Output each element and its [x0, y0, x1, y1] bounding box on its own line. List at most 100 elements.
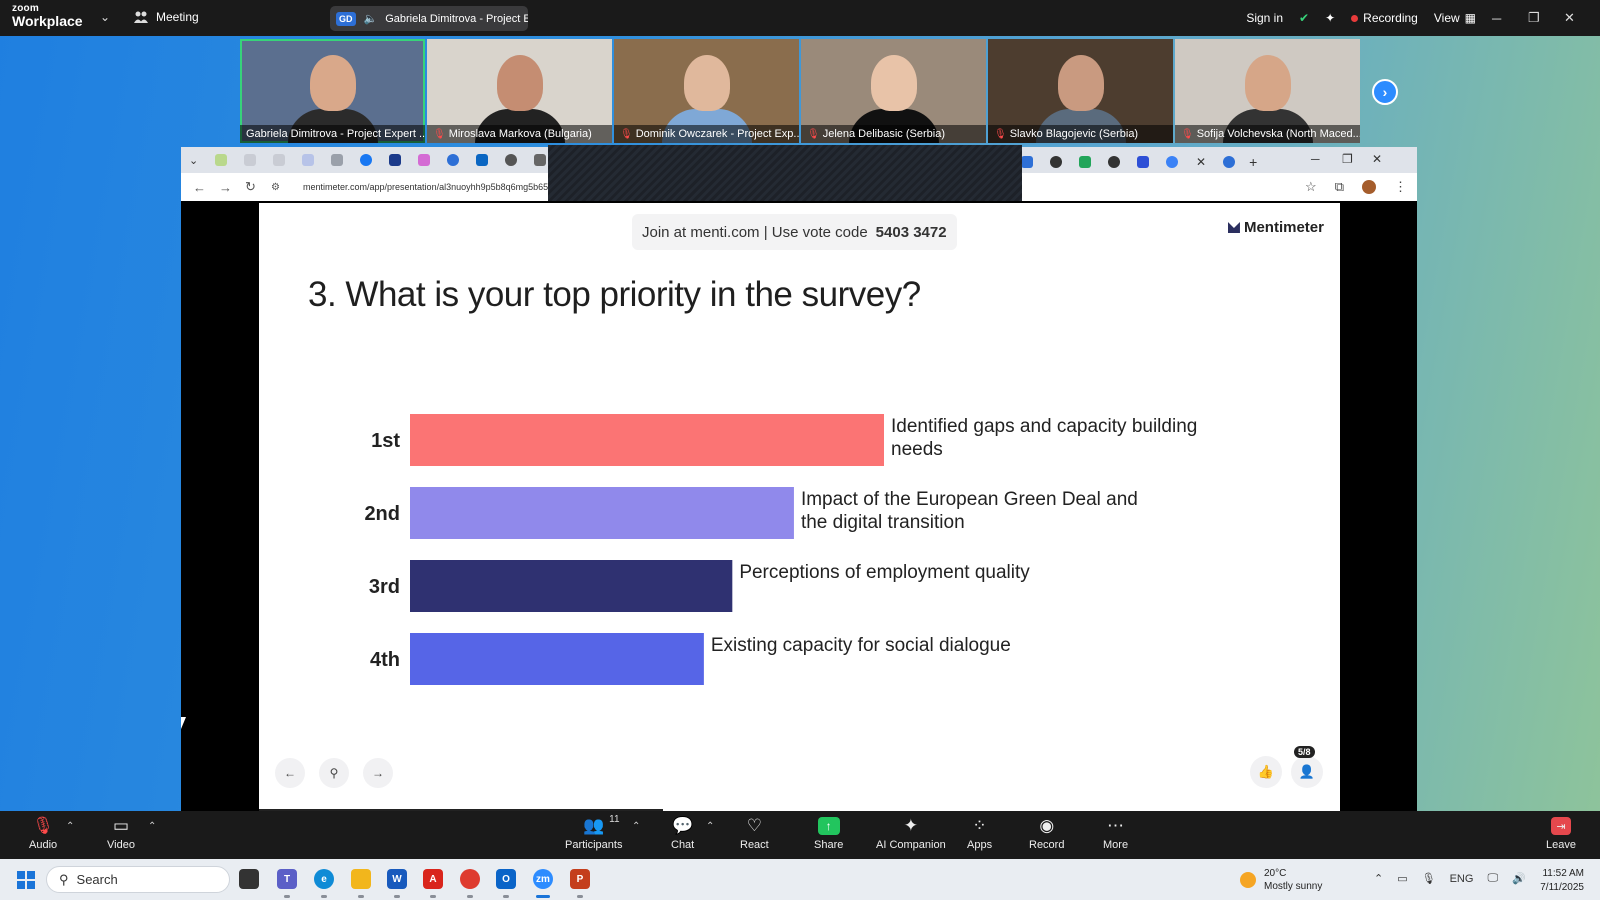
share-button[interactable]: ↑ Share — [814, 816, 843, 851]
meeting-people-icon — [134, 11, 148, 23]
record-button[interactable]: ◉ Record — [1029, 816, 1064, 851]
windows-start-icon[interactable] — [17, 871, 35, 889]
linkedin-icon[interactable] — [476, 154, 489, 166]
browser-restore-icon[interactable]: ❐ — [1342, 152, 1353, 166]
profile-avatar[interactable] — [1362, 180, 1376, 194]
chrome-icon[interactable] — [460, 869, 480, 889]
tab-search-icon[interactable]: ⌄ — [189, 154, 199, 167]
active-speaker-pill[interactable]: GD 🔈 Gabriela Dimitrova - Project E ⋯ — [330, 6, 528, 31]
next-slide-icon[interactable]: → — [363, 758, 393, 788]
apps-button[interactable]: ⁘ Apps — [967, 816, 992, 851]
file-explorer-icon[interactable] — [351, 869, 371, 889]
acrobat-icon[interactable]: A — [423, 869, 443, 889]
video-button[interactable]: ▭ Video — [107, 816, 135, 851]
thumbs-up-icon[interactable]: 👍 — [1250, 756, 1282, 788]
participants-button[interactable]: 👥 11 Participants — [565, 814, 622, 851]
site-info-icon[interactable]: ⚙ — [271, 181, 280, 193]
reload-icon[interactable]: ↻ — [245, 179, 256, 194]
view-button[interactable]: View ▦ — [1434, 11, 1476, 25]
edge-icon[interactable]: e — [314, 869, 334, 889]
minimize-icon[interactable]: ─ — [1492, 10, 1502, 26]
participant-tile[interactable]: 🎙 Jelena Delibasic (Serbia) — [801, 39, 986, 143]
volume-icon[interactable]: 🔊 — [1512, 873, 1526, 885]
browser-menu-icon[interactable]: ⋮ — [1394, 179, 1407, 194]
shield-icon[interactable]: ✔ — [1299, 11, 1310, 25]
recording-indicator[interactable]: Recording — [1351, 11, 1418, 25]
rank-label: 2nd — [364, 503, 400, 525]
tab-favicon-icon[interactable] — [244, 154, 257, 166]
tab-favicon-icon[interactable] — [1223, 156, 1236, 168]
task-view-icon[interactable] — [239, 869, 259, 889]
chrome-tab-icon[interactable] — [1166, 156, 1178, 168]
tab-favicon-icon[interactable] — [1137, 156, 1149, 168]
speaker-icon: 🔈 — [363, 13, 378, 25]
more-button[interactable]: ⋯ More — [1103, 816, 1128, 851]
tab-favicon-icon[interactable] — [505, 154, 518, 166]
next-page-arrow-icon[interactable]: › — [1372, 79, 1398, 105]
respondents-icon[interactable]: 👤 — [1291, 756, 1323, 788]
zoom-logo: zoom Workplace — [12, 4, 83, 29]
tray-app-icon[interactable]: ▭ — [1397, 873, 1408, 885]
tab-favicon-icon[interactable] — [1079, 156, 1091, 168]
network-icon[interactable]: 🖵 — [1487, 872, 1499, 884]
join-text: Join at menti.com | Use vote code — [642, 223, 868, 241]
video-options-caret-icon[interactable]: ⌃ — [148, 821, 157, 832]
participant-tile[interactable]: 🎙 Sofija Volchevska (North Maced... — [1175, 39, 1360, 143]
sign-in-button[interactable]: Sign in — [1246, 11, 1283, 25]
taskbar-search-input[interactable]: ⚲ Search — [46, 866, 230, 893]
chat-button[interactable]: 💬 Chat — [671, 816, 694, 851]
running-indicator — [536, 895, 550, 898]
chevron-down-icon[interactable]: ⌄ — [100, 10, 111, 24]
participant-video-figure — [1057, 55, 1104, 111]
forward-icon[interactable]: → — [219, 179, 232, 195]
ai-companion-button[interactable]: ✦ AI Companion — [876, 816, 946, 851]
restore-icon[interactable]: ❐ — [1528, 10, 1540, 25]
mail-icon[interactable] — [418, 154, 431, 166]
tab-favicon-icon[interactable] — [534, 154, 547, 166]
browser-minimize-icon[interactable]: ─ — [1311, 152, 1320, 166]
extensions-icon[interactable]: ⧉ — [1334, 179, 1344, 194]
audio-button[interactable]: 🎙 Audio — [29, 816, 57, 851]
tab-favicon-icon[interactable] — [331, 154, 344, 166]
teams-icon[interactable]: T — [277, 869, 297, 889]
language-indicator[interactable]: ENG — [1449, 872, 1474, 885]
back-icon[interactable]: ← — [193, 179, 206, 195]
close-icon[interactable]: ✕ — [1564, 10, 1575, 25]
tab-close-icon[interactable]: ✕ — [1196, 155, 1207, 169]
new-tab-icon[interactable]: + — [1249, 154, 1258, 170]
tab-favicon-icon[interactable] — [215, 154, 228, 166]
participant-tile[interactable]: 🎙 Slavko Blagojevic (Serbia) — [988, 39, 1173, 143]
chat-caret-icon[interactable]: ⌃ — [706, 821, 715, 832]
running-indicator — [467, 895, 473, 898]
leave-button[interactable]: ⇥ Leave — [1546, 816, 1576, 851]
participant-tile[interactable]: 🎙 Dominik Owczarek - Project Exp... — [614, 39, 799, 143]
react-button[interactable]: ♡ React — [740, 816, 769, 851]
microphone-icon[interactable]: 🎙 — [1421, 873, 1436, 885]
weather-widget[interactable]: 20°C Mostly sunny — [1240, 867, 1322, 893]
tab-favicon-icon[interactable] — [447, 154, 460, 166]
tab-favicon-icon[interactable] — [1050, 156, 1062, 168]
system-clock[interactable]: 11:52 AM 7/11/2025 — [1540, 867, 1584, 895]
participant-tile[interactable]: Gabriela Dimitrova - Project Expert ... — [240, 39, 425, 143]
browser-close-icon[interactable]: ✕ — [1372, 152, 1383, 166]
tab-favicon-icon[interactable] — [1108, 156, 1120, 168]
tab-favicon-icon[interactable] — [1021, 156, 1033, 168]
participants-caret-icon[interactable]: ⌃ — [632, 821, 641, 832]
tab-favicon-icon[interactable] — [389, 154, 402, 166]
tab-favicon-icon[interactable] — [273, 154, 286, 166]
prev-slide-icon[interactable]: ← — [275, 758, 305, 788]
bookmark-star-icon[interactable]: ☆ — [1305, 179, 1317, 194]
outlook-icon[interactable]: O — [496, 869, 516, 889]
participant-tile[interactable]: 🎙 Miroslava Markova (Bulgaria) — [427, 39, 612, 143]
tray-expand-icon[interactable]: ⌃ — [1374, 873, 1384, 885]
meeting-menu[interactable]: Meeting — [134, 10, 199, 24]
facebook-icon[interactable] — [360, 154, 373, 166]
audio-options-caret-icon[interactable]: ⌃ — [66, 821, 75, 832]
url-field[interactable]: mentimeter.com/app/presentation/al3nuoyh… — [303, 182, 566, 192]
tab-favicon-icon[interactable] — [302, 154, 315, 166]
pin-icon[interactable]: ⚲ — [319, 758, 349, 788]
powerpoint-icon[interactable]: P — [570, 869, 590, 889]
word-icon[interactable]: W — [387, 869, 407, 889]
zoom-app-icon[interactable]: zm — [533, 869, 553, 889]
sparkle-icon[interactable]: ✦ — [1325, 11, 1336, 25]
